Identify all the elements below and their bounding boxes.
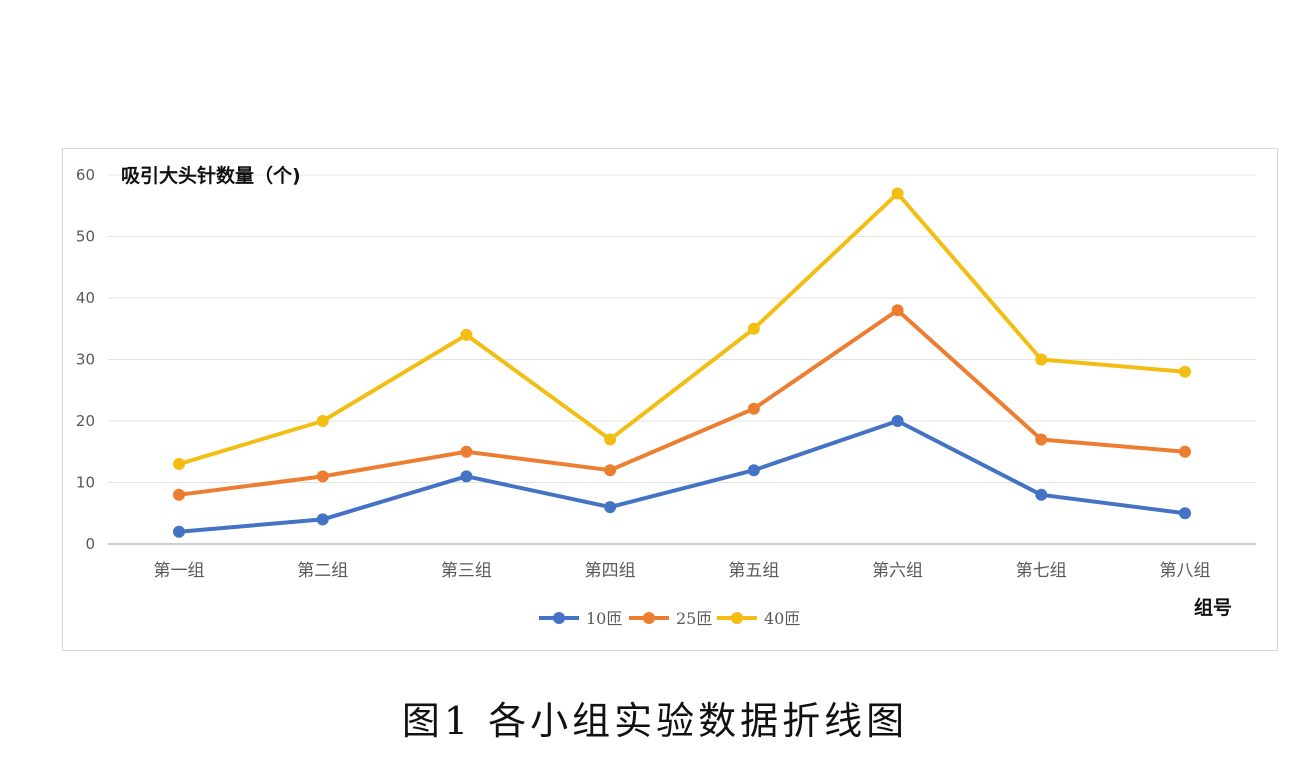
legend-label: 10匝 (586, 609, 622, 628)
series-1 (173, 304, 1191, 501)
x-tick-label: 第八组 (1160, 561, 1211, 581)
y-tick-label: 10 (76, 474, 95, 492)
data-point (316, 513, 329, 526)
x-tick-label: 第四组 (585, 561, 636, 581)
series-line (177, 308, 1187, 497)
x-tick-label: 第一组 (154, 561, 205, 581)
y-axis-ticks: 0 10 20 30 40 50 60 (76, 166, 95, 553)
data-point (316, 470, 329, 483)
legend-swatch-marker (731, 612, 743, 624)
x-tick-label: 第二组 (297, 561, 348, 581)
data-point (460, 328, 473, 341)
data-point (604, 501, 617, 514)
data-point (747, 464, 760, 477)
data-point (604, 464, 617, 477)
y-tick-label: 30 (76, 351, 95, 369)
x-tick-label: 第三组 (441, 561, 492, 581)
series-2 (173, 187, 1191, 471)
data-point (1179, 445, 1191, 458)
data-point (460, 445, 473, 458)
y-tick-label: 60 (76, 166, 95, 184)
data-point (1035, 488, 1048, 501)
legend-label: 25匝 (676, 609, 712, 628)
data-point (1035, 433, 1048, 446)
series-line (177, 191, 1187, 467)
legend-item: 40匝 (717, 609, 800, 628)
data-point (173, 488, 185, 501)
y-tick-label: 40 (76, 289, 95, 307)
data-point (747, 402, 760, 415)
data-point (1179, 365, 1191, 378)
y-tick-label: 50 (76, 228, 95, 246)
gridlines (108, 174, 1256, 545)
data-point (604, 433, 617, 446)
legend-item: 10匝 (539, 609, 622, 628)
data-point (316, 415, 329, 427)
legend-swatch-marker (553, 612, 565, 624)
legend: 10匝 25匝 40匝 (539, 609, 800, 628)
x-tick-label: 第六组 (872, 561, 923, 581)
data-point (891, 304, 904, 317)
legend-label: 40匝 (764, 609, 800, 628)
line-chart: 0 10 20 30 40 50 60 第一组 第二组 第三组 第四组 第五组 第六组 第七组 第八组 吸… (76, 164, 1256, 628)
data-point (460, 470, 473, 483)
legend-swatch-marker (643, 612, 655, 624)
data-point (173, 525, 185, 538)
series-lines (173, 187, 1191, 538)
series-0 (173, 415, 1191, 538)
data-point (173, 458, 185, 471)
x-tick-label: 第五组 (728, 561, 779, 581)
data-point (1035, 353, 1048, 366)
x-axis-title: 组号 (1194, 596, 1232, 619)
y-axis-title: 吸引大头针数量（个) (121, 164, 301, 187)
y-tick-label: 20 (76, 412, 95, 430)
data-point (747, 322, 760, 335)
figure-caption: 图1 各小组实验数据折线图 (401, 699, 909, 743)
x-axis-ticks: 第一组 第二组 第三组 第四组 第五组 第六组 第七组 第八组 (154, 561, 1211, 581)
legend-item: 25匝 (629, 609, 712, 628)
data-point (1179, 507, 1191, 520)
y-tick-label: 0 (85, 535, 95, 553)
data-point (891, 415, 904, 427)
data-point (891, 187, 904, 200)
series-line (177, 419, 1187, 534)
x-tick-label: 第七组 (1016, 561, 1067, 581)
chart-frame: 0 10 20 30 40 50 60 第一组 第二组 第三组 第四组 第五组 第六组 第七组 第八组 吸… (62, 148, 1278, 651)
